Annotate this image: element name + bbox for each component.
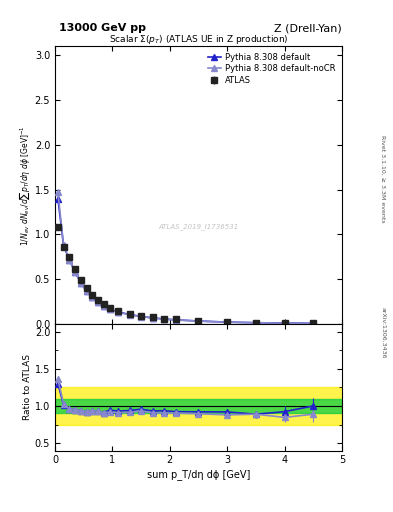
X-axis label: sum p_T/dη dϕ [GeV]: sum p_T/dη dϕ [GeV]	[147, 470, 250, 480]
Pythia 8.308 default	[139, 313, 143, 319]
Pythia 8.308 default-noCR	[225, 319, 230, 325]
Y-axis label: Ratio to ATLAS: Ratio to ATLAS	[23, 354, 32, 420]
Pythia 8.308 default	[173, 317, 178, 323]
Pythia 8.308 default-noCR	[96, 298, 101, 305]
Pythia 8.308 default-noCR	[162, 316, 166, 322]
Text: Rivet 3.1.10, ≥ 3.3M events: Rivet 3.1.10, ≥ 3.3M events	[381, 135, 386, 223]
Pythia 8.308 default-noCR	[127, 312, 132, 318]
Bar	[55, 388, 342, 424]
Pythia 8.308 default	[127, 311, 132, 317]
Pythia 8.308 default	[84, 288, 89, 294]
Pythia 8.308 default-noCR	[55, 189, 60, 196]
Pythia 8.308 default	[96, 298, 101, 305]
Pythia 8.308 default-noCR	[196, 318, 201, 324]
Text: ATLAS_2019_I1736531: ATLAS_2019_I1736531	[158, 223, 239, 230]
Pythia 8.308 default-noCR	[61, 242, 66, 248]
Pythia 8.308 default-noCR	[282, 320, 287, 326]
Pythia 8.308 default-noCR	[139, 313, 143, 319]
Pythia 8.308 default-noCR	[84, 288, 89, 294]
Pythia 8.308 default	[61, 243, 66, 249]
Pythia 8.308 default-noCR	[73, 269, 77, 275]
Pythia 8.308 default-noCR	[107, 306, 112, 312]
Pythia 8.308 default	[311, 321, 316, 327]
Text: 13000 GeV pp: 13000 GeV pp	[59, 23, 146, 33]
Pythia 8.308 default-noCR	[101, 303, 106, 309]
Pythia 8.308 default	[73, 269, 77, 275]
Line: Pythia 8.308 default-noCR: Pythia 8.308 default-noCR	[55, 189, 316, 326]
Pythia 8.308 default	[107, 306, 112, 312]
Pythia 8.308 default-noCR	[150, 315, 155, 321]
Bar	[55, 398, 342, 413]
Pythia 8.308 default-noCR	[311, 321, 316, 327]
Line: Pythia 8.308 default: Pythia 8.308 default	[55, 196, 316, 326]
Pythia 8.308 default	[282, 320, 287, 326]
Pythia 8.308 default-noCR	[90, 294, 95, 301]
Title: Scalar $\Sigma(p_T)$ (ATLAS UE in Z production): Scalar $\Sigma(p_T)$ (ATLAS UE in Z prod…	[109, 33, 288, 46]
Pythia 8.308 default	[225, 319, 230, 325]
Pythia 8.308 default-noCR	[79, 280, 83, 286]
Pythia 8.308 default	[67, 257, 72, 263]
Pythia 8.308 default	[90, 294, 95, 301]
Pythia 8.308 default-noCR	[67, 257, 72, 263]
Pythia 8.308 default	[253, 319, 258, 326]
Pythia 8.308 default-noCR	[173, 317, 178, 323]
Legend: Pythia 8.308 default, Pythia 8.308 default-noCR, ATLAS: Pythia 8.308 default, Pythia 8.308 defau…	[206, 50, 338, 87]
Pythia 8.308 default	[79, 280, 83, 286]
Pythia 8.308 default	[196, 318, 201, 324]
Pythia 8.308 default	[55, 196, 60, 202]
Pythia 8.308 default	[162, 316, 166, 322]
Pythia 8.308 default-noCR	[116, 309, 121, 315]
Pythia 8.308 default	[101, 303, 106, 309]
Text: arXiv:1306.3436: arXiv:1306.3436	[381, 307, 386, 358]
Pythia 8.308 default	[116, 309, 121, 315]
Pythia 8.308 default	[150, 315, 155, 321]
Text: Z (Drell-Yan): Z (Drell-Yan)	[274, 23, 342, 33]
Y-axis label: $1/N_{ev}\ dN_{ev}/d\sum p_T/d\eta\ d\phi\ [\mathrm{GeV}]^{-1}$: $1/N_{ev}\ dN_{ev}/d\sum p_T/d\eta\ d\ph…	[18, 125, 32, 246]
Pythia 8.308 default-noCR	[253, 319, 258, 326]
